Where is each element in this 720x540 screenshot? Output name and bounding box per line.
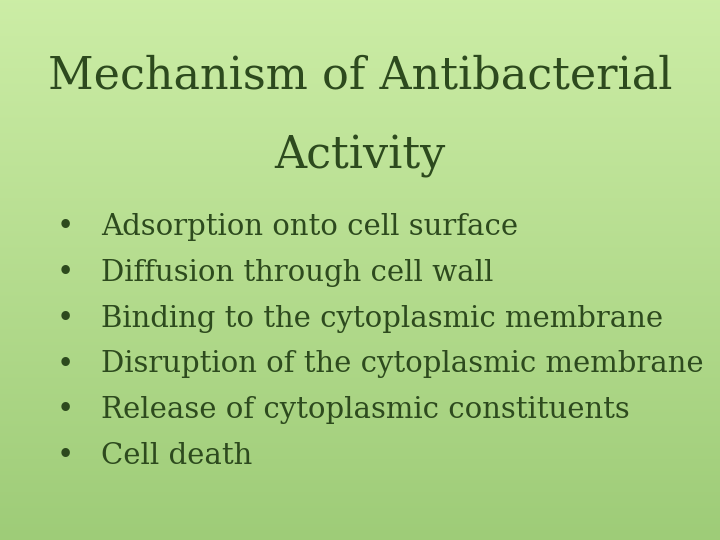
Text: •: • bbox=[56, 350, 73, 379]
Text: Adsorption onto cell surface: Adsorption onto cell surface bbox=[101, 213, 518, 241]
Text: Activity: Activity bbox=[274, 135, 446, 178]
Text: Release of cytoplasmic constituents: Release of cytoplasmic constituents bbox=[101, 396, 629, 424]
Text: Diffusion through cell wall: Diffusion through cell wall bbox=[101, 259, 493, 287]
Text: Mechanism of Antibacterial: Mechanism of Antibacterial bbox=[48, 54, 672, 97]
Text: Disruption of the cytoplasmic membrane: Disruption of the cytoplasmic membrane bbox=[101, 350, 703, 379]
Text: •: • bbox=[56, 396, 73, 424]
Text: Cell death: Cell death bbox=[101, 442, 252, 470]
Text: Binding to the cytoplasmic membrane: Binding to the cytoplasmic membrane bbox=[101, 305, 663, 333]
Text: •: • bbox=[56, 305, 73, 333]
Text: •: • bbox=[56, 442, 73, 470]
Text: •: • bbox=[56, 213, 73, 241]
Text: •: • bbox=[56, 259, 73, 287]
